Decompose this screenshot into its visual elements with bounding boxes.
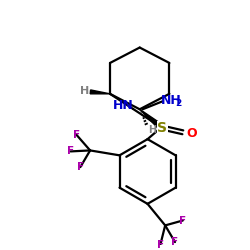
Text: H: H [148,125,156,135]
Text: F: F [77,162,84,172]
Text: NH: NH [161,94,182,107]
Polygon shape [140,109,163,130]
Text: O: O [186,127,197,140]
Text: H: H [80,86,89,96]
Text: F: F [157,240,164,250]
Text: F: F [67,146,74,156]
Text: F: F [179,216,186,226]
Text: F: F [172,237,178,247]
Text: 2: 2 [175,99,181,108]
Polygon shape [90,90,110,94]
Text: S: S [157,122,167,136]
Text: HN: HN [113,100,134,112]
Text: F: F [73,130,80,140]
